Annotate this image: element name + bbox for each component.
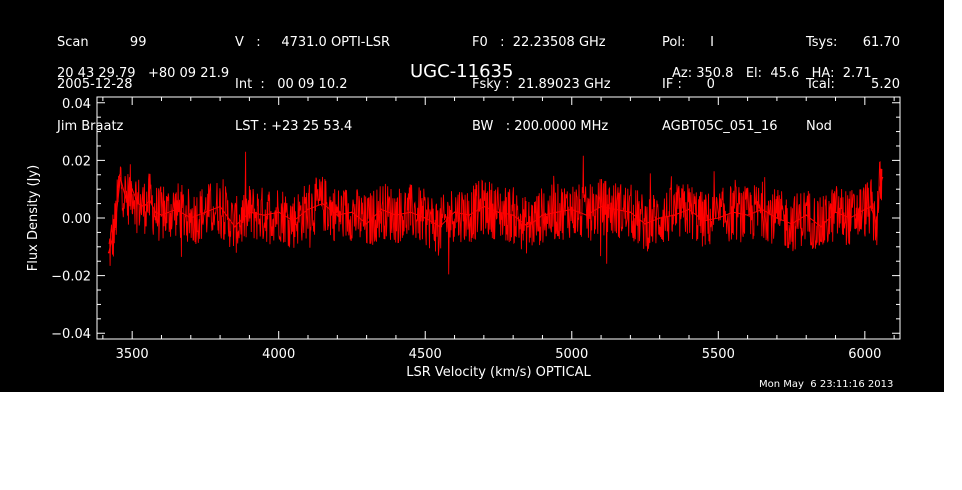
- y-tick-label: 0.02: [62, 154, 91, 169]
- y-axis-label: Flux Density (Jy): [26, 165, 41, 271]
- tcal-label: Tcal:: [806, 77, 835, 92]
- velocity-info: V : 4731.0 OPTI-LSR Int : 00 09 10.2 LST…: [235, 8, 390, 162]
- plot-panel: Scan 99 2005-12-28 Jim Braatz V : 4731.0…: [0, 0, 944, 392]
- x-tick-label: 4500: [409, 347, 442, 362]
- project-line: AGBT05C_051_16: [662, 119, 778, 134]
- az-el-ha: Az: 350.8 El: 45.6 HA: 2.71: [672, 66, 872, 81]
- coordinates: 20 43 29.79 +80 09 21.9: [57, 66, 230, 81]
- series-point: [805, 214, 808, 216]
- scan-info: Scan 99 2005-12-28 Jim Braatz: [57, 8, 146, 162]
- timestamp: Mon May 6 23:11:16 2013: [759, 379, 894, 390]
- spectrum-noise-trace: [108, 151, 883, 275]
- x-tick-label: 5000: [555, 347, 588, 362]
- system-info-values: 61.70 5.20: [840, 8, 900, 148]
- fsky-line: Fsky : 21.89023 GHz: [472, 77, 611, 92]
- polarization-info: Pol: I IF : 0 AGBT05C_051_16: [662, 8, 778, 162]
- series-point: [746, 214, 749, 216]
- tsys-label: Tsys:: [806, 35, 838, 50]
- mode-label: Nod: [806, 119, 832, 134]
- scan-line: Scan 99: [57, 35, 147, 50]
- tcal-value: 5.20: [871, 77, 900, 92]
- series-point: [658, 217, 661, 219]
- y-tick-label: −0.04: [51, 327, 91, 342]
- frequency-info: F0 : 22.23508 GHz Fsky : 21.89023 GHz BW…: [472, 8, 611, 162]
- series-point: [629, 211, 632, 214]
- x-tick-label: 4000: [262, 347, 295, 362]
- series-point: [673, 214, 676, 216]
- integration-line: Int : 00 09 10.2: [235, 77, 348, 92]
- f0-line: F0 : 22.23508 GHz: [472, 35, 606, 50]
- y-tick-label: 0.00: [62, 212, 91, 227]
- y-tick-label: 0.04: [62, 97, 91, 112]
- source-title: UGC-11635: [410, 61, 514, 82]
- velocity-line: V : 4731.0 OPTI-LSR: [235, 35, 391, 50]
- x-axis-label: LSR Velocity (km/s) OPTICAL: [406, 365, 591, 380]
- spectrum-chart: 3500 4000 4500 5000 5500 6000 −0.04 −0.02 0.00 0.…: [26, 96, 901, 380]
- series-point: [107, 251, 110, 254]
- tsys-value: 61.70: [862, 35, 900, 50]
- x-tick-label: 5500: [702, 347, 735, 362]
- observer-line: Jim Braatz: [57, 119, 124, 134]
- y-tick-label: −0.02: [51, 270, 91, 285]
- date-line: 2005-12-28: [57, 77, 133, 92]
- system-info-labels: Tsys: Tcal: Nod: [806, 8, 837, 162]
- x-tick-label: 3500: [116, 347, 149, 362]
- x-tick-label: 6000: [848, 347, 881, 362]
- series-point: [453, 211, 456, 214]
- bandwidth-line: BW : 200.0000 MHz: [472, 119, 609, 134]
- if-line: IF : 0: [662, 77, 715, 92]
- lst-line: LST : +23 25 53.4: [235, 119, 353, 134]
- pol-line: Pol: I: [662, 35, 714, 50]
- series-point: [263, 214, 265, 216]
